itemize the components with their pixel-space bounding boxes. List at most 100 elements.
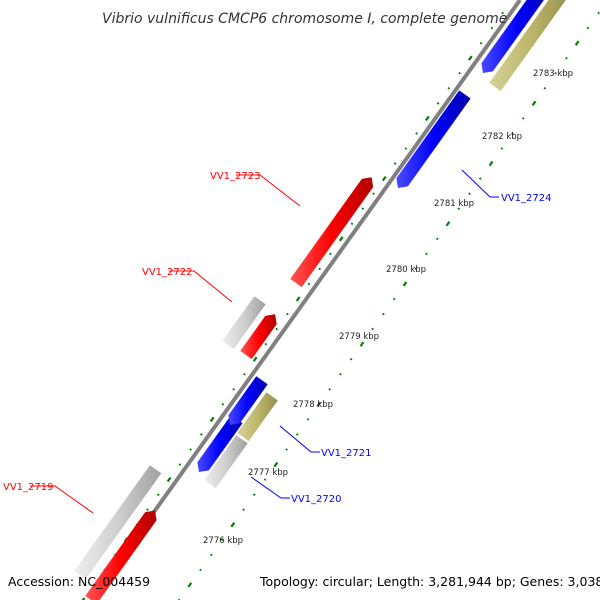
scale-dot (361, 207, 365, 211)
scale-dot (554, 71, 557, 75)
forward-cds-arrow (85, 510, 157, 600)
scale-dot (178, 463, 182, 466)
scale-dot (318, 267, 322, 271)
tick-mark (488, 160, 494, 167)
tick-label: 2778 kbp (293, 400, 333, 410)
gene-labels: VV1_2719 VV1_2720 VV1_2721 VV1_2722 VV1_… (3, 171, 552, 505)
scale-dot (328, 387, 331, 391)
scale-dot (306, 418, 310, 421)
tick-mark (359, 341, 365, 347)
label-leaders (30, 169, 499, 514)
scale-dot (468, 192, 471, 195)
scale-dot (264, 342, 268, 346)
scale-dot (500, 147, 504, 150)
feature-track (74, 0, 566, 600)
tick-mark (295, 296, 301, 302)
scale-dot (199, 568, 202, 572)
scale-dot (286, 312, 289, 316)
scale-dot (586, 26, 590, 30)
scale-dot (382, 312, 385, 316)
scale-dot (404, 147, 408, 150)
scale-dot (199, 433, 203, 436)
genome-backbone (89, 0, 522, 600)
scale-dot (501, 11, 504, 15)
tick-mark (381, 175, 387, 182)
accession-text: Accession: NC_004459 (8, 574, 150, 589)
scale-dot (565, 56, 568, 60)
gene-bar (204, 435, 248, 489)
tick-mark (468, 55, 473, 61)
scale-dot (349, 357, 353, 361)
tick-mark (316, 401, 322, 408)
scale-dot (295, 433, 299, 436)
rna-feature-bar (489, 0, 566, 92)
tick-mark (531, 100, 537, 107)
tick-mark (574, 40, 580, 46)
scale-dot (415, 132, 418, 135)
scale-dot (350, 222, 354, 226)
scale-dot (457, 207, 461, 211)
gene-label-vv1-2722[interactable]: VV1_2722 (142, 267, 193, 278)
gene-label-vv1-2719[interactable]: VV1_2719 (3, 482, 54, 493)
scale-dot (275, 327, 278, 331)
scale-dot (146, 508, 149, 512)
scale-dot (232, 387, 235, 391)
scale-dot (329, 252, 332, 256)
scale-dot (435, 237, 439, 241)
scale-dot (425, 252, 428, 256)
scale-dot (285, 448, 288, 451)
scale-dot (209, 553, 213, 557)
reverse-cds-arrow (396, 90, 471, 188)
scale-dot (543, 87, 547, 90)
tick-label: 2777 kbp (248, 468, 288, 478)
leader-line (279, 425, 320, 453)
scale-dot (242, 508, 245, 512)
forward-cds-arrow (240, 314, 277, 360)
scale-dot (307, 282, 311, 286)
leader-line (30, 485, 94, 514)
scale-dot (371, 327, 374, 331)
tick-label: 2779 kbp (339, 332, 379, 342)
tick-mark (81, 597, 86, 600)
leader-line (250, 476, 290, 499)
scale-dot (597, 11, 600, 15)
scale-dot (243, 372, 246, 376)
reverse-cds-arrow (228, 376, 268, 425)
tick-mark (209, 416, 215, 423)
leader-line (169, 270, 233, 303)
gene-label-vv1-2724[interactable]: VV1_2724 (501, 193, 552, 204)
scale-dot (447, 87, 451, 90)
scale-dot (372, 192, 375, 195)
scale-dot (252, 493, 256, 496)
rna-feature-bar (237, 392, 278, 442)
scale-dot (220, 538, 224, 542)
scale-dot (521, 117, 525, 120)
gene-label-vv1-2721[interactable]: VV1_2721 (321, 448, 372, 459)
scale-dot (221, 403, 225, 406)
scale-dot (156, 493, 160, 496)
tick-mark (445, 221, 451, 227)
tick-label: 2776 kbp (203, 536, 243, 546)
reverse-cds-arrow (197, 415, 243, 472)
tick-label: 2781 kbp (434, 199, 474, 209)
scale-dot (511, 132, 514, 135)
tick-mark (166, 476, 172, 483)
tick-mark (338, 236, 344, 242)
scale-dot (478, 177, 482, 180)
scale-dot (436, 102, 440, 105)
gene-label-vv1-2720[interactable]: VV1_2720 (291, 494, 342, 505)
map-title: Vibrio vulnificus CMCP6 chromosome I, co… (102, 11, 507, 27)
gene-label-vv1-2723[interactable]: VV1_2723 (210, 171, 261, 182)
scale-dot (479, 41, 483, 45)
scale-dot (393, 162, 397, 165)
tick-mark (425, 115, 430, 122)
tick-labels: 2776 kbp 2777 kbp 2778 kbp 2779 kbp 2780… (203, 69, 573, 546)
tick-label: 2780 kbp (386, 265, 426, 275)
scale-dot (339, 372, 342, 376)
tick-mark (273, 461, 279, 468)
tick-mark (252, 356, 258, 362)
gene-bar (222, 296, 266, 350)
tick-label: 2783 kbp (533, 69, 573, 79)
scale-dot (458, 71, 461, 75)
